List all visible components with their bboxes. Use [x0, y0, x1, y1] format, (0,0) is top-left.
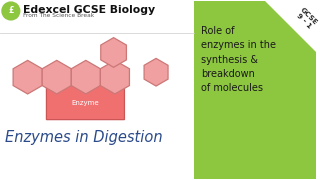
Bar — [194, 1, 316, 179]
Polygon shape — [13, 60, 42, 94]
Text: Role of
enzymes in the
synthesis &
breakdown
of molecules: Role of enzymes in the synthesis & break… — [201, 26, 276, 93]
Polygon shape — [71, 60, 100, 94]
Text: Edexcel GCSE Biology: Edexcel GCSE Biology — [23, 5, 155, 15]
Polygon shape — [265, 1, 316, 52]
Polygon shape — [101, 38, 126, 67]
Text: From The Science Break: From The Science Break — [23, 14, 94, 18]
Polygon shape — [46, 80, 124, 120]
Polygon shape — [144, 58, 168, 86]
Text: Enzymes in Digestion: Enzymes in Digestion — [5, 130, 163, 145]
Text: £: £ — [8, 6, 13, 15]
Text: Enzyme: Enzyme — [72, 100, 99, 106]
Text: GCSE
9 - 1: GCSE 9 - 1 — [294, 6, 319, 31]
Polygon shape — [100, 60, 130, 94]
Circle shape — [2, 2, 20, 20]
Polygon shape — [42, 60, 71, 94]
